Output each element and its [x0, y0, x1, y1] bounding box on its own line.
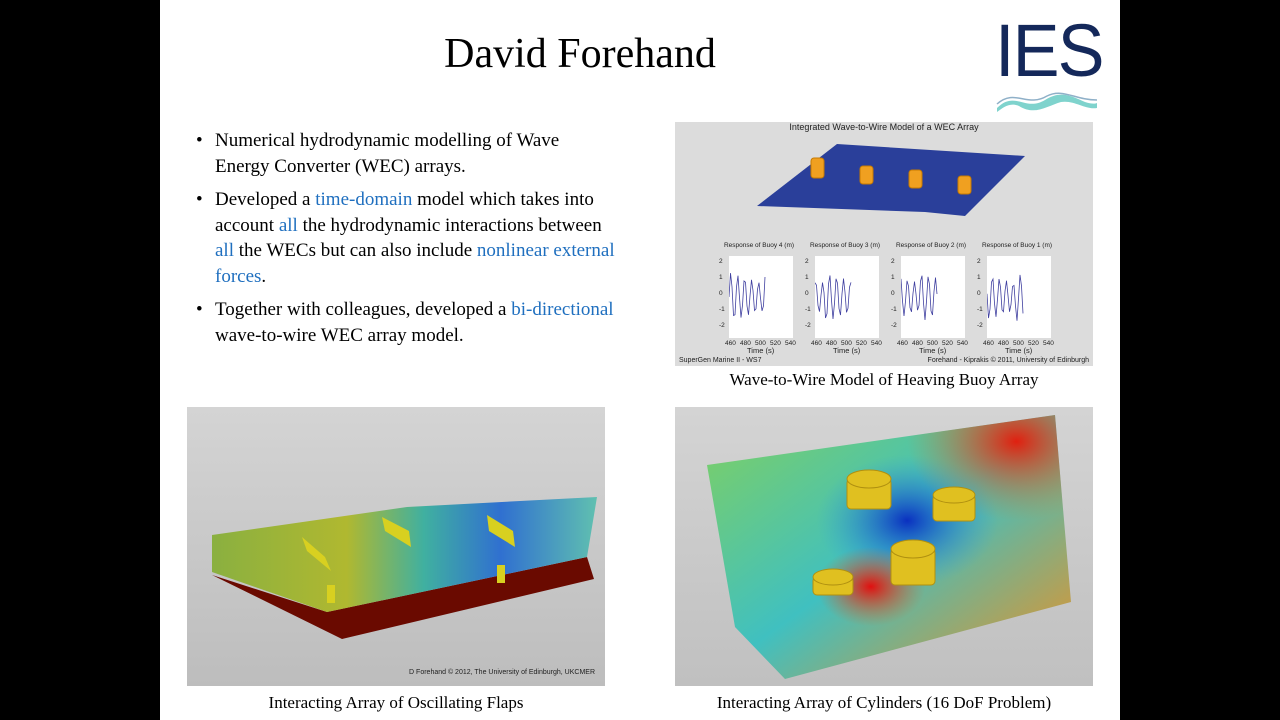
y-tick-label: -1 [891, 306, 897, 313]
y-tick-label: 2 [805, 258, 809, 265]
y-tick-label: -2 [891, 322, 897, 329]
figure-title: Integrated Wave-to-Wire Model of a WEC A… [789, 122, 979, 132]
cylinders-figure [675, 407, 1093, 686]
y-tick-label: 1 [805, 274, 809, 281]
y-tick-label: 0 [719, 290, 723, 297]
response-line [815, 275, 852, 319]
wave-to-wire-figure: Integrated Wave-to-Wire Model of a WEC A… [675, 122, 1093, 366]
highlighted-text: all [215, 240, 234, 261]
x-tick-label: 540 [785, 340, 796, 347]
x-tick-label: 460 [983, 340, 994, 347]
x-axis-label: Time (s) [919, 346, 947, 355]
x-axis-label: Time (s) [833, 346, 861, 355]
bullet-text: model which takes into account [215, 189, 594, 236]
y-tick-label: 0 [891, 290, 895, 297]
figure-caption-cylinders: Interacting Array of Cylinders (16 DoF P… [716, 693, 1052, 712]
response-line [901, 275, 938, 321]
x-tick-label: 480 [826, 340, 837, 347]
bullet-item: Numerical hydrodynamic modelling of Wave… [196, 128, 616, 179]
highlighted-text: all [278, 214, 298, 236]
response-line [987, 274, 1024, 321]
x-tick-label: 520 [770, 340, 781, 347]
oscillating-flaps-figure: D Forehand © 2012, The University of Edi… [187, 407, 605, 686]
wave-logo-icon [996, 92, 1098, 112]
x-tick-label: 540 [1043, 340, 1054, 347]
x-tick-label: 480 [740, 340, 751, 347]
y-tick-label: 1 [719, 274, 723, 281]
x-tick-label: 500 [841, 340, 852, 347]
bullet-list: Numerical hydrodynamic modelling of Wave… [196, 128, 616, 356]
slide: David Forehand IES Numerical hydrodynami… [160, 0, 1120, 720]
ies-logo: IES [995, 9, 1105, 114]
y-tick-label: 2 [891, 258, 895, 265]
plot-title: Response of Buoy 1 (m) [981, 242, 1053, 249]
plot-title: Response of Buoy 4 (m) [723, 242, 795, 249]
y-tick-label: 2 [977, 258, 981, 265]
buoy-response-plot: Response of Buoy 4 (m) 2 1 0 -1 -2 460 480 500 52… [711, 242, 797, 355]
buoy-response-plot: Response of Buoy 3 (m) 2 1 0 -1 -2 460 480 500 52… [797, 242, 883, 355]
x-tick-label: 460 [897, 340, 908, 347]
y-tick-label: 2 [719, 258, 723, 265]
x-tick-label: 480 [912, 340, 923, 347]
plot-title: Response of Buoy 3 (m) [809, 242, 881, 249]
y-tick-label: -1 [719, 306, 725, 313]
buoys [810, 157, 972, 195]
cylinders-surface-image [707, 415, 1071, 679]
response-line [729, 273, 766, 318]
bullet-text: Numerical hydrodynamic modelling of Wave… [215, 130, 560, 177]
plot-area [815, 256, 879, 338]
y-tick-label: 0 [805, 290, 809, 297]
footer-right: Forehand - Kiprakis © 2011, University o… [927, 357, 1089, 364]
slide-title: David Forehand [444, 31, 716, 77]
x-axis-label: Time (s) [747, 346, 775, 355]
bullet-text: Developed a [215, 189, 316, 210]
y-tick-label: -2 [719, 322, 725, 329]
y-tick-label: 1 [977, 274, 981, 281]
bullet-text: the hydrodynamic interactions between [297, 214, 602, 236]
bullet-text: the WECs but can also include [234, 240, 477, 261]
y-tick-label: -2 [977, 322, 983, 329]
y-tick-label: 1 [891, 274, 895, 281]
bullet-item: Developed a time-domain model which take… [196, 187, 616, 289]
x-axis-label: Time (s) [1005, 346, 1033, 355]
buoy-response-plot: Response of Buoy 2 (m) 2 1 0 -1 -2 460 480 500 52… [883, 242, 969, 355]
wave-surface-image [757, 144, 1025, 216]
x-tick-label: 520 [856, 340, 867, 347]
y-tick-label: -1 [805, 306, 811, 313]
bullet-text: Together with colleagues, developed a [215, 299, 512, 320]
bullet-text: wave-to-wire WEC array model. [215, 324, 464, 346]
x-tick-label: 460 [811, 340, 822, 347]
highlighted-text: time-domain [315, 189, 413, 210]
figure-caption-flaps: Interacting Array of Oscillating Flaps [268, 693, 524, 712]
bullet-text: . [261, 265, 267, 287]
x-tick-label: 500 [927, 340, 938, 347]
bullet-item: Together with colleagues, developed a bi… [196, 297, 616, 348]
x-tick-label: 540 [957, 340, 968, 347]
plot-title: Response of Buoy 2 (m) [895, 242, 967, 249]
y-tick-label: -2 [805, 322, 811, 329]
logo-text: IES [995, 9, 1105, 92]
x-tick-label: 480 [998, 340, 1009, 347]
y-tick-label: 0 [977, 290, 981, 297]
highlighted-text: nonlinear external forces [215, 240, 615, 287]
x-tick-label: 500 [1013, 340, 1024, 347]
plot-area [901, 256, 965, 338]
x-tick-label: 500 [755, 340, 766, 347]
flaps-surface-image [212, 497, 597, 639]
figure-caption-wave-to-wire: Wave-to-Wire Model of Heaving Buoy Array [729, 370, 1039, 389]
highlighted-text: bi-directional [511, 299, 614, 320]
footer-left: SuperGen Marine II - WS7 [679, 357, 762, 364]
x-tick-label: 460 [725, 340, 736, 347]
x-tick-label: 520 [1028, 340, 1039, 347]
y-tick-label: -1 [977, 306, 983, 313]
buoy-response-plot: Response of Buoy 1 (m) 2 1 0 -1 -2 460 480 500 52… [969, 242, 1055, 355]
x-tick-label: 540 [871, 340, 882, 347]
flaps-credit: D Forehand © 2012, The University of Edi… [409, 669, 595, 676]
x-tick-label: 520 [942, 340, 953, 347]
